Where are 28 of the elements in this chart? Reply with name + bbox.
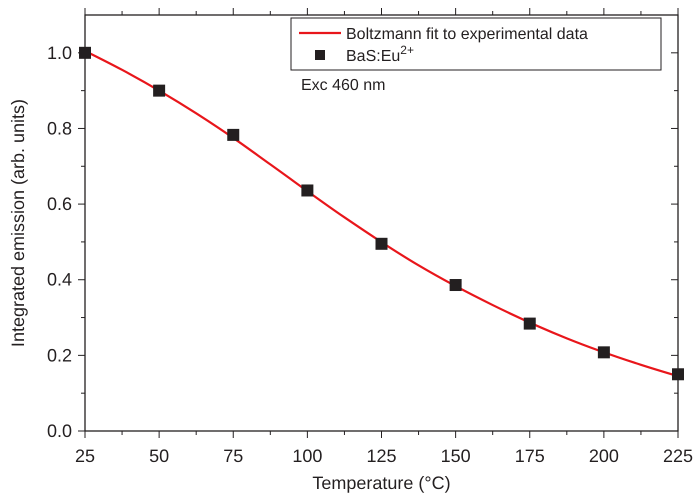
x-tick-label: 150 — [440, 446, 471, 466]
point — [672, 368, 684, 380]
x-tick-label: 25 — [74, 446, 96, 466]
x-tick-label: 75 — [223, 446, 244, 466]
point — [598, 346, 610, 358]
y-tick-label: 0.2 — [46, 345, 72, 366]
x-tick-label: 50 — [149, 446, 170, 466]
x-tick-label: 200 — [588, 446, 619, 466]
x-tick-label: 125 — [366, 446, 397, 466]
y-tick-label: 0.4 — [46, 270, 72, 290]
annotation: Exc 460 nm — [301, 77, 386, 94]
y-axis-title: Integrated emission (arb. units) — [8, 98, 28, 348]
y-tick-label: 0.6 — [46, 194, 72, 214]
point — [376, 238, 388, 250]
y-tick-label: 0.8 — [46, 118, 72, 138]
y-tick-label: 0.0 — [46, 421, 72, 441]
x-tick-label: 175 — [514, 446, 545, 466]
y-tick-label: 1.0 — [46, 42, 72, 63]
point — [524, 318, 536, 330]
point — [301, 184, 314, 196]
x-axis-title: Temperature (°C) — [312, 473, 451, 493]
point — [450, 279, 462, 292]
legend-label: Boltzmann fit to experimental data — [346, 26, 588, 43]
x-tick-label: 100 — [292, 446, 322, 466]
point — [153, 84, 166, 97]
x-tick-label: 225 — [662, 446, 694, 466]
point — [227, 128, 240, 141]
legend-label: BaS:Eu$^{2+}$ — [346, 43, 414, 65]
